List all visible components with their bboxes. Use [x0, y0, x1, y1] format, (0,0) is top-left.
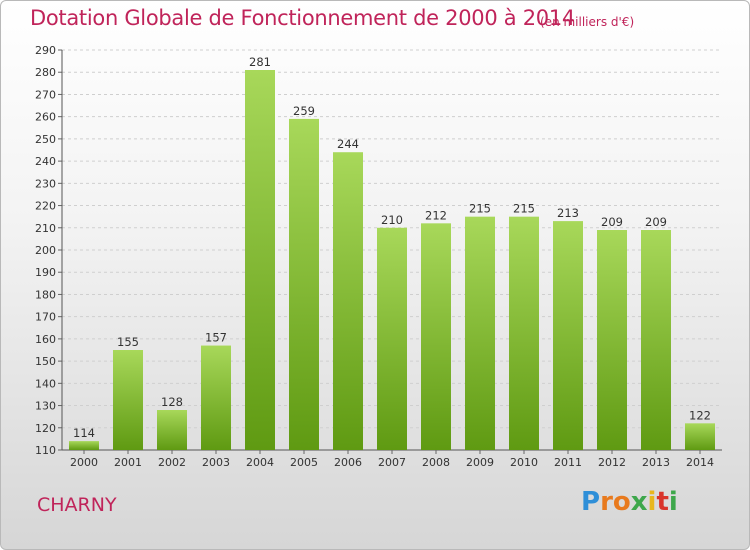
y-tick-label: 200 — [35, 244, 56, 257]
y-tick-label: 120 — [35, 422, 56, 435]
logo-letter: x — [630, 487, 648, 517]
bar — [685, 423, 715, 450]
y-tick-label: 280 — [35, 66, 56, 79]
bar — [201, 345, 231, 450]
bar — [69, 441, 99, 450]
y-tick-label: 110 — [35, 444, 56, 457]
x-tick-label: 2008 — [422, 456, 450, 469]
bar-value-label: 210 — [381, 213, 403, 227]
bar — [377, 227, 407, 450]
bar-value-label: 155 — [117, 335, 139, 349]
chart-title: Dotation Globale de Fonctionnement de 20… — [30, 6, 575, 30]
y-tick-label: 260 — [35, 111, 56, 124]
y-tick-label: 230 — [35, 177, 56, 190]
x-tick-label: 2014 — [686, 456, 714, 469]
commune-name: CHARNY — [37, 494, 117, 516]
x-tick-label: 2001 — [114, 456, 142, 469]
x-tick-label: 2003 — [202, 456, 230, 469]
labels: 114 155 128 157 281 259 244 210 212 215 215 213 209 2… — [73, 55, 711, 440]
axes: 110 120 130 140 150 160 170 180 190 200 210 220 230 2… — [35, 44, 722, 469]
bar-value-label: 215 — [513, 202, 535, 216]
bar — [289, 118, 319, 450]
bar — [553, 221, 583, 450]
bar — [157, 410, 187, 450]
logo-letter: o — [612, 487, 631, 517]
x-tick-label: 2007 — [378, 456, 406, 469]
x-tick-label: 2012 — [598, 456, 626, 469]
y-tick-label: 140 — [35, 377, 56, 390]
bar-value-label: 209 — [645, 215, 667, 229]
x-tick-label: 2004 — [246, 456, 274, 469]
y-tick-label: 250 — [35, 133, 56, 146]
bar-value-label: 215 — [469, 202, 491, 216]
y-tick-label: 210 — [35, 222, 56, 235]
proxiti-logo[interactable]: Proxiti — [581, 487, 678, 517]
y-tick-label: 190 — [35, 266, 56, 279]
x-tick-label: 2002 — [158, 456, 186, 469]
x-tick-label: 2005 — [290, 456, 318, 469]
bar-value-label: 259 — [293, 104, 315, 118]
bar-value-label: 209 — [601, 215, 623, 229]
bar — [641, 230, 671, 450]
y-tick-label: 180 — [35, 288, 56, 301]
bar-value-label: 122 — [689, 408, 711, 422]
bar — [113, 350, 143, 450]
bar-value-label: 212 — [425, 208, 447, 222]
logo-letter: r — [600, 487, 613, 517]
y-tick-label: 290 — [35, 44, 56, 57]
logo-letter: P — [581, 487, 601, 517]
y-tick-label: 170 — [35, 311, 56, 324]
bar — [509, 216, 539, 450]
bar-value-label: 157 — [205, 331, 227, 345]
logo-letter: t — [656, 487, 669, 517]
chart-subtitle: (en milliers d'€) — [540, 15, 635, 29]
bar-value-label: 281 — [249, 55, 271, 69]
x-tick-label: 2006 — [334, 456, 362, 469]
bar-value-label: 244 — [337, 137, 359, 151]
y-tick-label: 220 — [35, 200, 56, 213]
x-tick-label: 2013 — [642, 456, 670, 469]
bar-value-label: 213 — [557, 206, 579, 220]
bar — [421, 223, 451, 450]
bar-value-label: 114 — [73, 426, 95, 440]
logo-letter: i — [668, 487, 678, 517]
bar — [333, 152, 363, 450]
x-tick-label: 2010 — [510, 456, 538, 469]
x-tick-label: 2000 — [70, 456, 98, 469]
bar — [597, 230, 627, 450]
y-tick-label: 130 — [35, 400, 56, 413]
logo-letter: i — [647, 487, 657, 517]
y-tick-label: 270 — [35, 88, 56, 101]
y-tick-label: 160 — [35, 333, 56, 346]
y-tick-label: 150 — [35, 355, 56, 368]
bar-value-label: 128 — [161, 395, 183, 409]
x-tick-label: 2011 — [554, 456, 582, 469]
bar — [465, 216, 495, 450]
bars — [69, 70, 715, 450]
bar — [245, 70, 275, 450]
y-tick-label: 240 — [35, 155, 56, 168]
x-tick-label: 2009 — [466, 456, 494, 469]
